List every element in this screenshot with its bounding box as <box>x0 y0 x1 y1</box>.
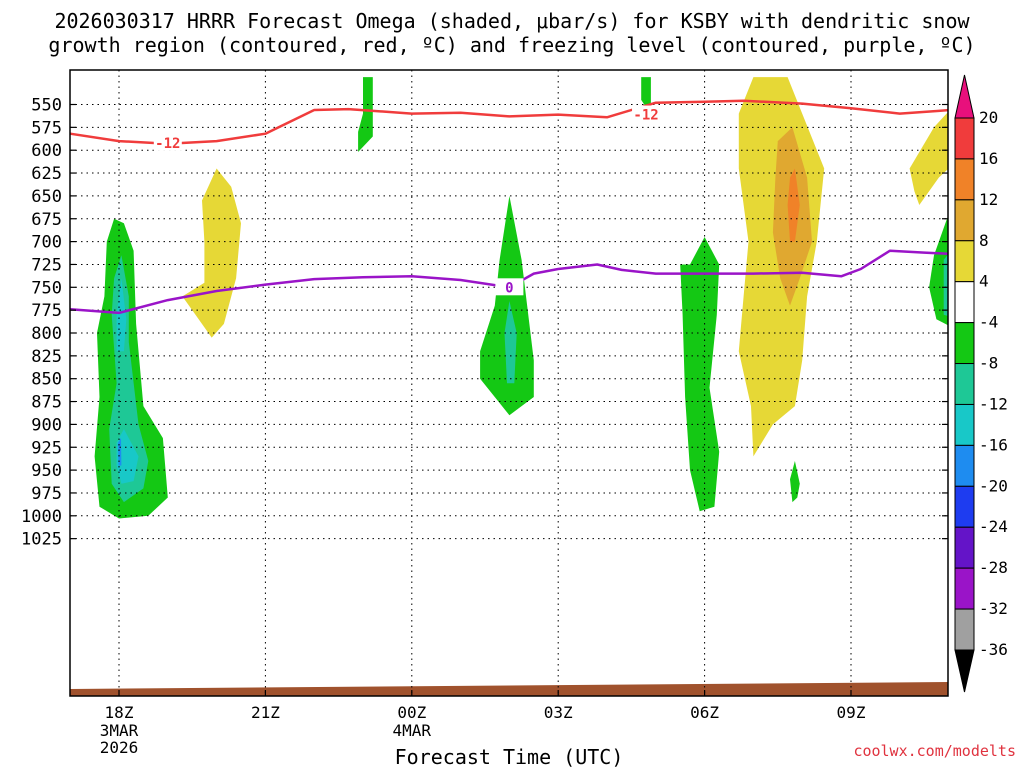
dgz-minus12-contour-label-bg-0 <box>153 133 182 151</box>
dgz-minus12-contour-label-0: -12 <box>155 136 180 152</box>
colorbar-bin-4-8 <box>954 240 975 283</box>
colorbar-bin--16--12 <box>954 403 975 446</box>
omega-region-10 <box>680 237 720 512</box>
colorbar-label--4: -4 <box>979 313 998 332</box>
omega-region-8 <box>480 195 534 416</box>
y-tick-label-825: 825 <box>31 347 62 367</box>
y-tick-label-875: 875 <box>31 393 62 413</box>
colorbar-bin-12-16 <box>954 158 975 201</box>
y-tick-label-950: 950 <box>31 461 62 481</box>
dgz-minus12-contour <box>70 99 948 146</box>
omega-region-3 <box>116 429 139 484</box>
colorbar-bin--24--20 <box>954 485 975 528</box>
y-tick-label-750: 750 <box>31 278 62 298</box>
colorbar-label-12: 12 <box>979 190 998 209</box>
colorbar-label--16: -16 <box>979 435 1008 454</box>
x-tick-label-06Z: 06Z <box>690 703 719 722</box>
colorbar-cap-bottom <box>954 649 975 693</box>
omega-region-7 <box>641 77 651 108</box>
colorbar-label--24: -24 <box>979 517 1008 536</box>
y-tick-label-975: 975 <box>31 484 62 504</box>
credit-text: coolwx.com/modelts <box>853 742 1016 760</box>
terrain-ground <box>70 682 948 696</box>
x-tick-label-21Z: 21Z <box>251 703 280 722</box>
colorbar-label--32: -32 <box>979 599 1008 618</box>
colorbar-bin--8--4 <box>954 322 975 365</box>
dgz-minus12-contour-label-1: -12 <box>633 108 658 124</box>
y-tick-label-625: 625 <box>31 164 62 184</box>
y-tick-label-700: 700 <box>31 233 62 253</box>
colorbar-bin--4-4 <box>954 281 975 324</box>
freezing-level-contour-label-0: 0 <box>505 280 513 296</box>
omega-shading <box>94 77 948 519</box>
y-tick-label-1000: 1000 <box>21 507 62 527</box>
grid-lines <box>70 70 948 696</box>
y-tick-label-1025: 1025 <box>21 530 62 550</box>
colorbar-label--36: -36 <box>979 640 1008 659</box>
colorbar-legend: 20 16 12 8 4 -4 -8 -12 -16 -20 -24 -28 -32 -36 <box>954 74 1008 693</box>
x-tick-sublabel-3MAR: 3MAR <box>100 721 139 740</box>
x-tick-label-18Z: 18Z <box>105 703 134 722</box>
omega-region-14 <box>790 461 800 503</box>
colorbar-bin--32--28 <box>954 567 975 610</box>
contour-labels: -12 -12 0 <box>153 105 661 296</box>
y-tick-label-650: 650 <box>31 187 62 207</box>
y-tick-label-725: 725 <box>31 255 62 275</box>
colorbar-label-8: 8 <box>979 231 989 250</box>
y-tick-label-675: 675 <box>31 210 62 230</box>
colorbar-cap-top <box>954 74 975 119</box>
colorbar-bin--12--8 <box>954 363 975 405</box>
freezing-level-contour-label-bg-0 <box>495 278 524 296</box>
x-tick-label-00Z: 00Z <box>397 703 426 722</box>
colorbar-label--12: -12 <box>979 394 1008 413</box>
colorbar-label--8: -8 <box>979 354 998 373</box>
contour-lines <box>70 99 948 315</box>
colorbar-label--28: -28 <box>979 558 1008 577</box>
colorbar-bin-16-20 <box>954 117 975 160</box>
y-tick-label-900: 900 <box>31 415 62 435</box>
colorbar-bin--36--32 <box>954 608 975 651</box>
colorbar-bin--28--24 <box>954 526 975 569</box>
colorbar-bin--20--16 <box>954 444 975 487</box>
freezing-level-contour <box>70 249 948 315</box>
omega-region-17 <box>929 215 948 326</box>
omega-region-6 <box>358 77 373 152</box>
omega-region-5 <box>182 168 241 338</box>
x-tick-label-03Z: 03Z <box>544 703 573 722</box>
ground-terrain <box>70 682 948 696</box>
colorbar-bin-8-12 <box>954 199 975 242</box>
chart-title-line-2: growth region (contoured, red, ºC) and f… <box>48 33 975 57</box>
y-tick-label-550: 550 <box>31 96 62 116</box>
x-tick-label-09Z: 09Z <box>837 703 866 722</box>
colorbar-label-4: 4 <box>979 272 989 291</box>
y-tick-label-600: 600 <box>31 141 62 161</box>
omega-region-9 <box>504 301 517 384</box>
colorbar-label--20: -20 <box>979 476 1008 495</box>
x-tick-sublabel-2026: 2026 <box>100 738 139 757</box>
dgz-minus12-contour-label-bg-1 <box>632 105 661 123</box>
x-axis-label: Forecast Time (UTC) <box>395 745 624 768</box>
y-tick-label-850: 850 <box>31 370 62 390</box>
colorbar-label-16: 16 <box>979 149 998 168</box>
x-tick-sublabel-4MAR: 4MAR <box>393 721 432 740</box>
plot-frame <box>69 69 949 697</box>
y-tick-label-575: 575 <box>31 118 62 138</box>
chart-title-line-1: 2026030317 HRRR Forecast Omega (shaded, … <box>54 9 970 33</box>
y-tick-label-800: 800 <box>31 324 62 344</box>
y-tick-label-925: 925 <box>31 438 62 458</box>
omega-region-15 <box>909 112 948 205</box>
y-tick-label-775: 775 <box>31 301 62 321</box>
omega-region-18 <box>943 254 948 317</box>
omega-region-13 <box>787 168 800 242</box>
colorbar-label-20: 20 <box>979 108 998 127</box>
